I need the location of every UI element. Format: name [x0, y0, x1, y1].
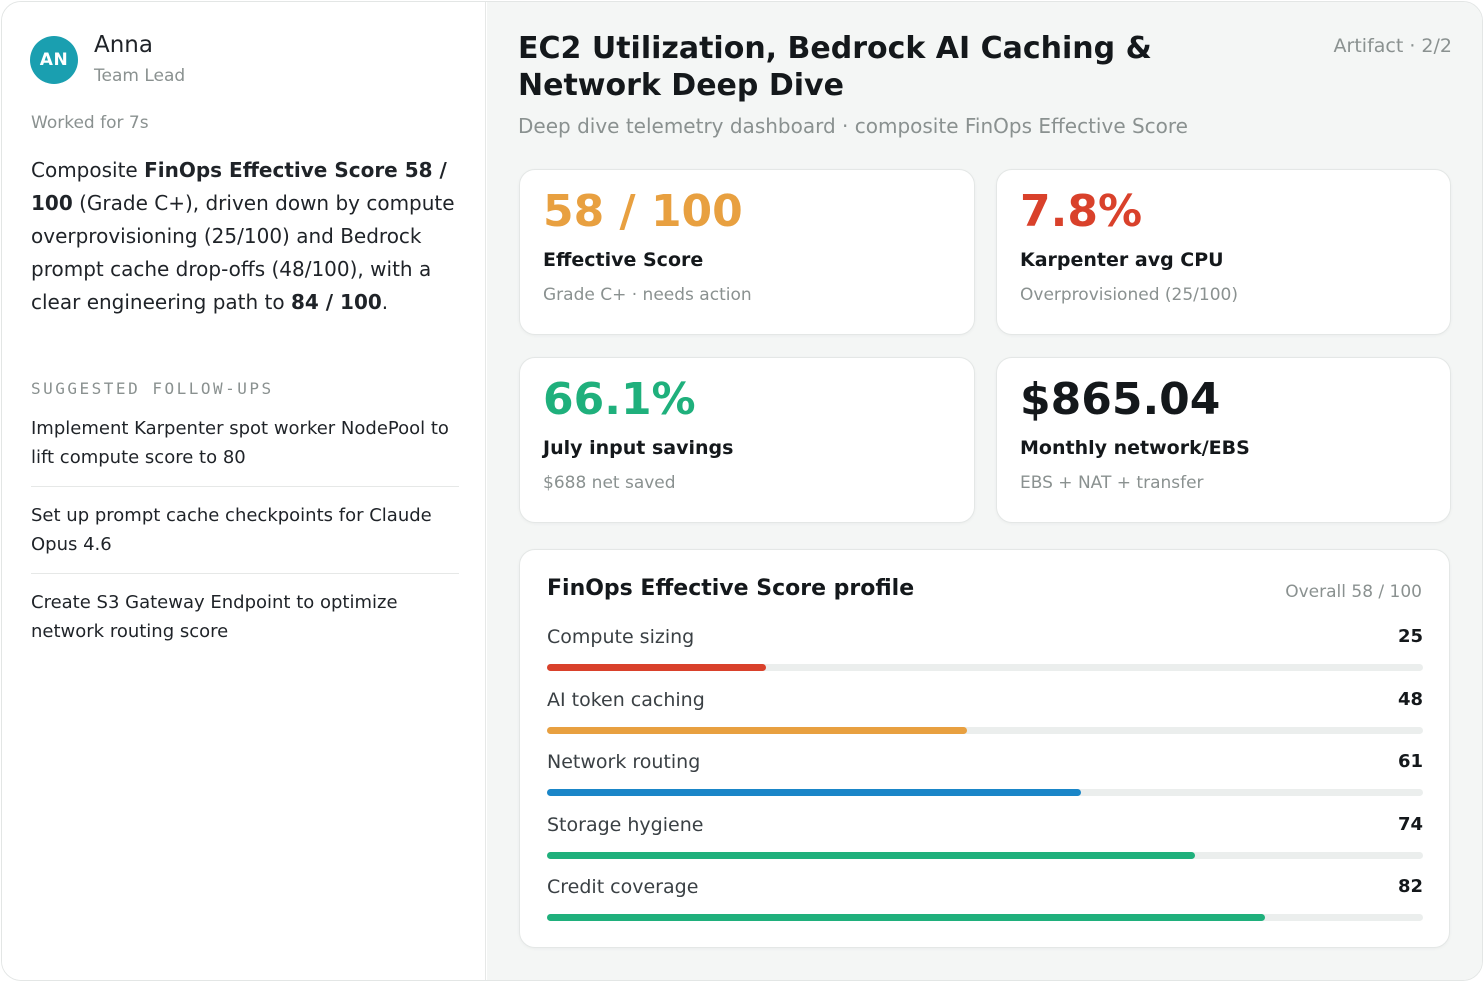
bar-track: [547, 664, 1423, 671]
kpi-card-cpu: 7.8% Karpenter avg CPU Overprovisioned (…: [996, 169, 1451, 335]
user-name: Anna: [94, 32, 153, 58]
kpi-label: Effective Score: [543, 249, 704, 271]
bar-label: Credit coverage: [547, 876, 699, 898]
summary-score-highlight: FinOps Effective Score 58 / 100: [31, 158, 447, 215]
kpi-card-input-savings: 66.1% July input savings $688 net saved: [519, 357, 975, 523]
kpi-label: Monthly network/EBS: [1020, 437, 1250, 459]
score-bar-row: Network routing 61: [547, 751, 1423, 814]
followups-list: Implement Karpenter spot worker NodePool…: [31, 412, 459, 672]
score-bar-row: Credit coverage 82: [547, 876, 1423, 939]
score-bars: Compute sizing 25 AI token caching 48 Ne…: [547, 626, 1423, 939]
bar-fill: [547, 851, 1196, 859]
followup-item[interactable]: Set up prompt cache checkpoints for Clau…: [31, 499, 459, 574]
avatar: AN: [30, 36, 78, 84]
user-role: Team Lead: [94, 66, 186, 86]
kpi-subtext: Overprovisioned (25/100): [1020, 285, 1238, 305]
bar-label: Compute sizing: [547, 626, 695, 648]
artifact-panel: EC2 Utilization, Bedrock AI Caching & Ne…: [487, 2, 1482, 980]
bar-value: 61: [1397, 751, 1423, 772]
summary-text-part: (Grade C+), driven down by compute overp…: [31, 191, 455, 314]
score-bar-row: Storage hygiene 74: [547, 814, 1423, 877]
bar-track: [547, 726, 1423, 734]
bar-value: 82: [1397, 876, 1423, 897]
followups-heading: SUGGESTED FOLLOW-UPS: [31, 379, 274, 398]
profile-overall-score: Overall 58 / 100: [1285, 582, 1422, 602]
bar-value: 25: [1397, 626, 1423, 647]
worked-duration: Worked for 7s: [31, 113, 149, 133]
kpi-card-effective-score: 58 / 100 Effective Score Grade C+ · need…: [519, 169, 975, 335]
page-subtitle: Deep dive telemetry dashboard · composit…: [518, 114, 1188, 138]
bar-fill: [547, 914, 1266, 921]
summary-text-part: .: [381, 290, 389, 314]
summary-text: Composite FinOps Effective Score 58 / 10…: [31, 154, 471, 319]
score-profile-card: FinOps Effective Score profile Overall 5…: [519, 549, 1450, 948]
bar-fill: [547, 664, 766, 671]
bar-value: 48: [1397, 688, 1423, 710]
bar-track: [547, 914, 1423, 921]
kpi-subtext: Grade C+ · needs action: [543, 285, 752, 305]
score-bar-row: AI token caching 48: [547, 689, 1423, 752]
bar-fill: [547, 789, 1082, 796]
bar-label: Network routing: [547, 751, 701, 773]
bar-track: [547, 851, 1423, 859]
kpi-value: 66.1%: [543, 374, 696, 425]
artifact-counter[interactable]: Artifact · 2/2: [1333, 35, 1452, 57]
kpi-value: 7.8%: [1020, 186, 1143, 237]
score-bar-row: Compute sizing 25: [547, 626, 1423, 689]
kpi-subtext: EBS + NAT + transfer: [1020, 473, 1204, 493]
kpi-value: $865.04: [1020, 374, 1221, 425]
bar-value: 74: [1397, 813, 1423, 835]
profile-title: FinOps Effective Score profile: [547, 576, 915, 601]
kpi-label: Karpenter avg CPU: [1020, 249, 1224, 271]
followup-item[interactable]: Create S3 Gateway Endpoint to optimize n…: [31, 592, 398, 642]
chat-sidebar: AN Anna Team Lead Worked for 7s Composit…: [2, 2, 486, 980]
kpi-card-network-ebs: $865.04 Monthly network/EBS EBS + NAT + …: [996, 357, 1451, 523]
summary-text-part: Composite: [31, 158, 145, 182]
kpi-label: July input savings: [543, 437, 734, 459]
followup-item[interactable]: Implement Karpenter spot worker NodePool…: [31, 412, 459, 487]
bar-label: Storage hygiene: [547, 813, 704, 836]
summary-target-highlight: 84 / 100: [290, 290, 382, 314]
page-title: EC2 Utilization, Bedrock AI Caching & Ne…: [518, 31, 1152, 103]
kpi-subtext: $688 net saved: [543, 473, 676, 493]
bar-label: AI token caching: [547, 688, 705, 711]
kpi-value: 58 / 100: [543, 186, 743, 237]
bar-track: [547, 789, 1423, 796]
bar-fill: [547, 726, 968, 734]
